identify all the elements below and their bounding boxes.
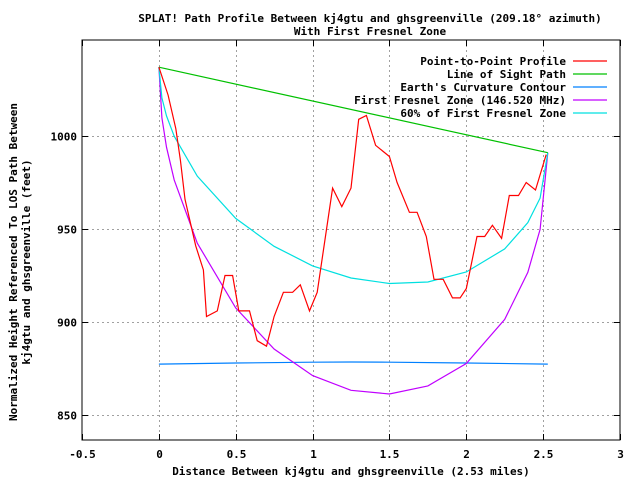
y-tick-label: 850 <box>57 410 77 423</box>
series-line-line-of-sight-path <box>158 66 548 154</box>
x-axis-label: Distance Between kj4gtu and ghsgreenvill… <box>172 465 530 478</box>
series-line-earth-s-curvature-contour <box>158 361 548 365</box>
axis-ticks: -0.5 0 0.5 1 1.5 2 2.5 3 850 900 950 1000 <box>51 40 624 461</box>
chart-subtitle: With First Fresnel Zone <box>294 25 447 38</box>
x-tick-label: 2.5 <box>534 448 554 461</box>
legend-label: Line of Sight Path <box>447 68 566 81</box>
plot-border <box>81 39 621 441</box>
y-axis-label-line1: Normalized Height Referenced To LOS Path… <box>7 103 20 421</box>
legend-label: 60% of First Fresnel Zone <box>400 107 566 120</box>
series-lines <box>158 66 549 395</box>
y-axis-label-line2: kj4gtu and ghsgreenville (feet) <box>20 159 33 364</box>
y-tick-label: 1000 <box>51 131 78 144</box>
series-line-60-of-first-fresnel-zone <box>158 67 549 285</box>
x-tick-label: 0.5 <box>227 448 247 461</box>
series-line-point-to-point-profile <box>158 67 547 348</box>
x-tick-label: 3 <box>617 448 624 461</box>
legend-label: Earth's Curvature Contour <box>400 81 566 94</box>
x-tick-label: -0.5 <box>69 448 96 461</box>
legend-label: First Fresnel Zone (146.520 MHz) <box>354 94 566 107</box>
y-tick-label: 950 <box>57 224 77 237</box>
chart-title: SPLAT! Path Profile Between kj4gtu and g… <box>138 12 602 25</box>
grid <box>82 40 620 440</box>
x-tick-label: 1.5 <box>380 448 400 461</box>
x-tick-label: 2 <box>463 448 470 461</box>
x-tick-label: 1 <box>310 448 317 461</box>
legend-label: Point-to-Point Profile <box>420 55 566 68</box>
series-line-first-fresnel-zone-146-520-mhz- <box>158 67 549 395</box>
x-tick-label: 0 <box>156 448 163 461</box>
y-tick-label: 900 <box>57 317 77 330</box>
